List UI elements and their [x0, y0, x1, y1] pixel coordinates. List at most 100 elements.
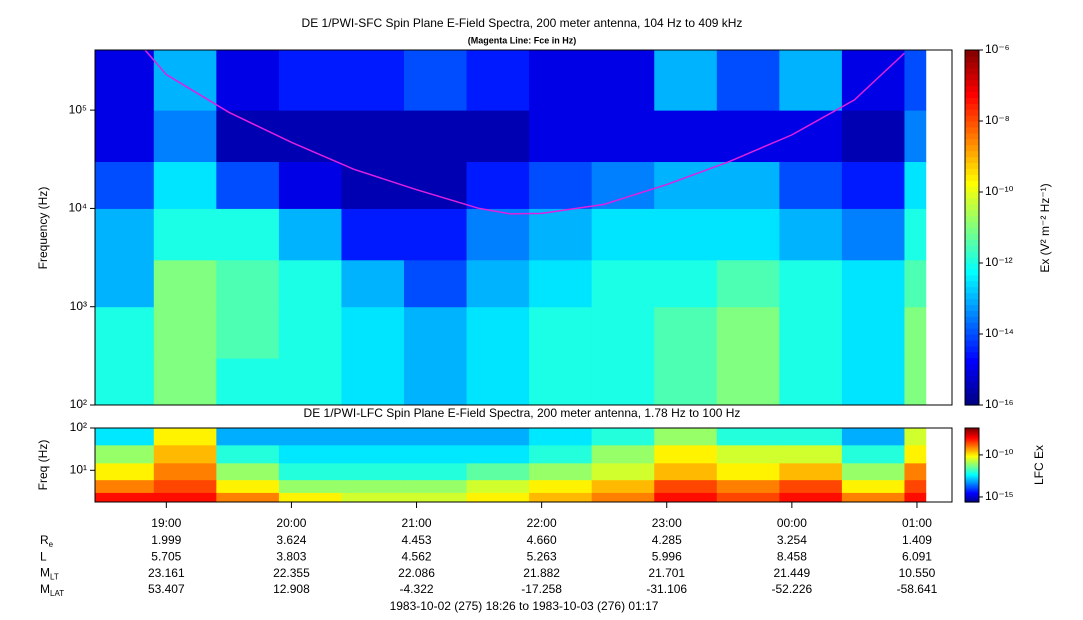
- colorbar-swatch: [965, 467, 979, 470]
- colorbar-swatch: [965, 67, 979, 75]
- colorbar-swatch: [965, 493, 979, 496]
- colorbar-tick-label: 10⁻¹⁵: [985, 489, 1014, 503]
- heatmap-cell: [529, 462, 593, 481]
- colorbar-swatch: [965, 455, 979, 457]
- heatmap-cell: [904, 358, 927, 406]
- heatmap-cell: [95, 306, 155, 359]
- colorbar-swatch: [965, 233, 979, 240]
- heatmap-cell: [278, 444, 342, 464]
- ephemeris-value: 12.908: [273, 582, 310, 596]
- ephemeris-value: -58.641: [897, 582, 938, 596]
- heatmap-cell: [216, 428, 280, 446]
- ephemeris-label: MLAT: [40, 582, 64, 598]
- heatmap-cell: [716, 161, 780, 209]
- colorbar-swatch: [965, 168, 979, 175]
- heatmap-cell: [529, 358, 593, 406]
- heatmap-cell: [341, 462, 405, 481]
- heatmap-cell: [95, 444, 155, 464]
- ephemeris-value: -17.258: [521, 582, 562, 596]
- heatmap-cell: [904, 110, 927, 163]
- colorbar-swatch: [965, 197, 979, 205]
- heatmap-cell: [341, 50, 405, 111]
- heatmap-cell: [591, 50, 655, 111]
- colorbar-tick-label: 10⁻¹⁰: [985, 447, 1014, 461]
- colorbar-swatch: [965, 298, 979, 306]
- ephemeris-value: 6.091: [902, 549, 932, 563]
- heatmap-cell: [466, 208, 530, 261]
- ephemeris-value: 10.550: [899, 566, 936, 580]
- plot-frame: [94, 49, 953, 406]
- colorbar-swatch: [965, 209, 979, 217]
- ephemeris-value: 1.999: [151, 533, 181, 547]
- colorbar-frame: [964, 49, 980, 406]
- heatmap-cell: [95, 479, 155, 493]
- heatmap-cell: [216, 479, 280, 493]
- colorbar-swatch: [965, 203, 979, 211]
- colorbar-swatch: [965, 441, 979, 444]
- colorbar-swatch: [965, 466, 979, 469]
- heatmap-cell: [654, 306, 718, 359]
- heatmap-cell: [95, 428, 155, 446]
- heatmap-cell: [466, 462, 530, 481]
- colorbar-swatch: [965, 437, 979, 440]
- colorbar-swatch: [965, 387, 979, 394]
- colorbar-swatch: [965, 162, 979, 169]
- heatmap-cell: [278, 161, 342, 209]
- heatmap-cell: [654, 208, 718, 261]
- colorbar-swatch: [965, 328, 979, 335]
- colorbar-swatch: [965, 471, 979, 473]
- heatmap-cell: [716, 479, 780, 493]
- heatmap-cell: [591, 462, 655, 481]
- heatmap-cell: [404, 358, 468, 406]
- ephemeris-label: MLT: [40, 566, 59, 582]
- colorbar-swatch: [965, 460, 979, 462]
- colorbar-swatch: [965, 144, 979, 152]
- x-tick-label: 00:00: [777, 516, 807, 530]
- colorbar-tick-label: 10⁻¹⁰: [985, 184, 1014, 198]
- heatmap-cell: [153, 358, 217, 406]
- colorbar-swatch: [965, 399, 979, 406]
- chart-title: DE 1/PWI-SFC Spin Plane E-Field Spectra,…: [302, 16, 743, 30]
- heatmap-cell: [341, 358, 405, 406]
- heatmap-cell: [716, 306, 780, 359]
- heatmap-cell: [591, 492, 655, 503]
- heatmap-cell: [841, 428, 905, 446]
- heatmap-cell: [841, 358, 905, 406]
- colorbar-swatch: [965, 156, 979, 164]
- y-tick-label: 10²: [70, 397, 87, 411]
- colorbar-swatch: [965, 334, 979, 341]
- heatmap-cell: [904, 161, 927, 209]
- colorbar-swatch: [965, 50, 979, 57]
- heatmap-cell: [466, 358, 530, 406]
- colorbar-swatch: [965, 263, 979, 270]
- colorbar-tick-label: 10⁻¹²: [985, 255, 1013, 269]
- heatmap-cell: [216, 358, 280, 406]
- heatmap-cell: [529, 161, 593, 209]
- time-range: 1983-10-02 (275) 18:26 to 1983-10-03 (27…: [390, 599, 659, 613]
- ephemeris-value: 53.407: [148, 582, 185, 596]
- colorbar-swatch: [965, 472, 979, 475]
- colorbar-swatch: [965, 126, 979, 134]
- colorbar-tick-label: 10⁻¹⁶: [985, 397, 1014, 411]
- heatmap-cell: [654, 492, 718, 503]
- heatmap-cell: [904, 479, 927, 493]
- heatmap-cell: [404, 208, 468, 261]
- colorbar-swatch: [965, 439, 979, 441]
- colorbar-swatch: [965, 85, 979, 93]
- heatmap-cell: [841, 444, 905, 464]
- heatmap-cell: [153, 50, 217, 111]
- heatmap-cell: [779, 161, 843, 209]
- heatmap-cell: [779, 259, 843, 308]
- colorbar-swatch: [965, 286, 979, 294]
- colorbar-swatch: [965, 292, 979, 300]
- colorbar-swatch: [965, 381, 979, 388]
- heatmap-cell: [466, 110, 530, 163]
- colorbar-frame: [964, 427, 980, 503]
- heatmap-cell: [278, 479, 342, 493]
- heatmap-cell: [654, 479, 718, 493]
- colorbar-swatch: [965, 474, 979, 477]
- colorbar-swatch: [965, 186, 979, 193]
- colorbar-swatch: [965, 150, 979, 158]
- heatmap-cell: [216, 110, 280, 163]
- ephemeris-value: 5.996: [652, 549, 682, 563]
